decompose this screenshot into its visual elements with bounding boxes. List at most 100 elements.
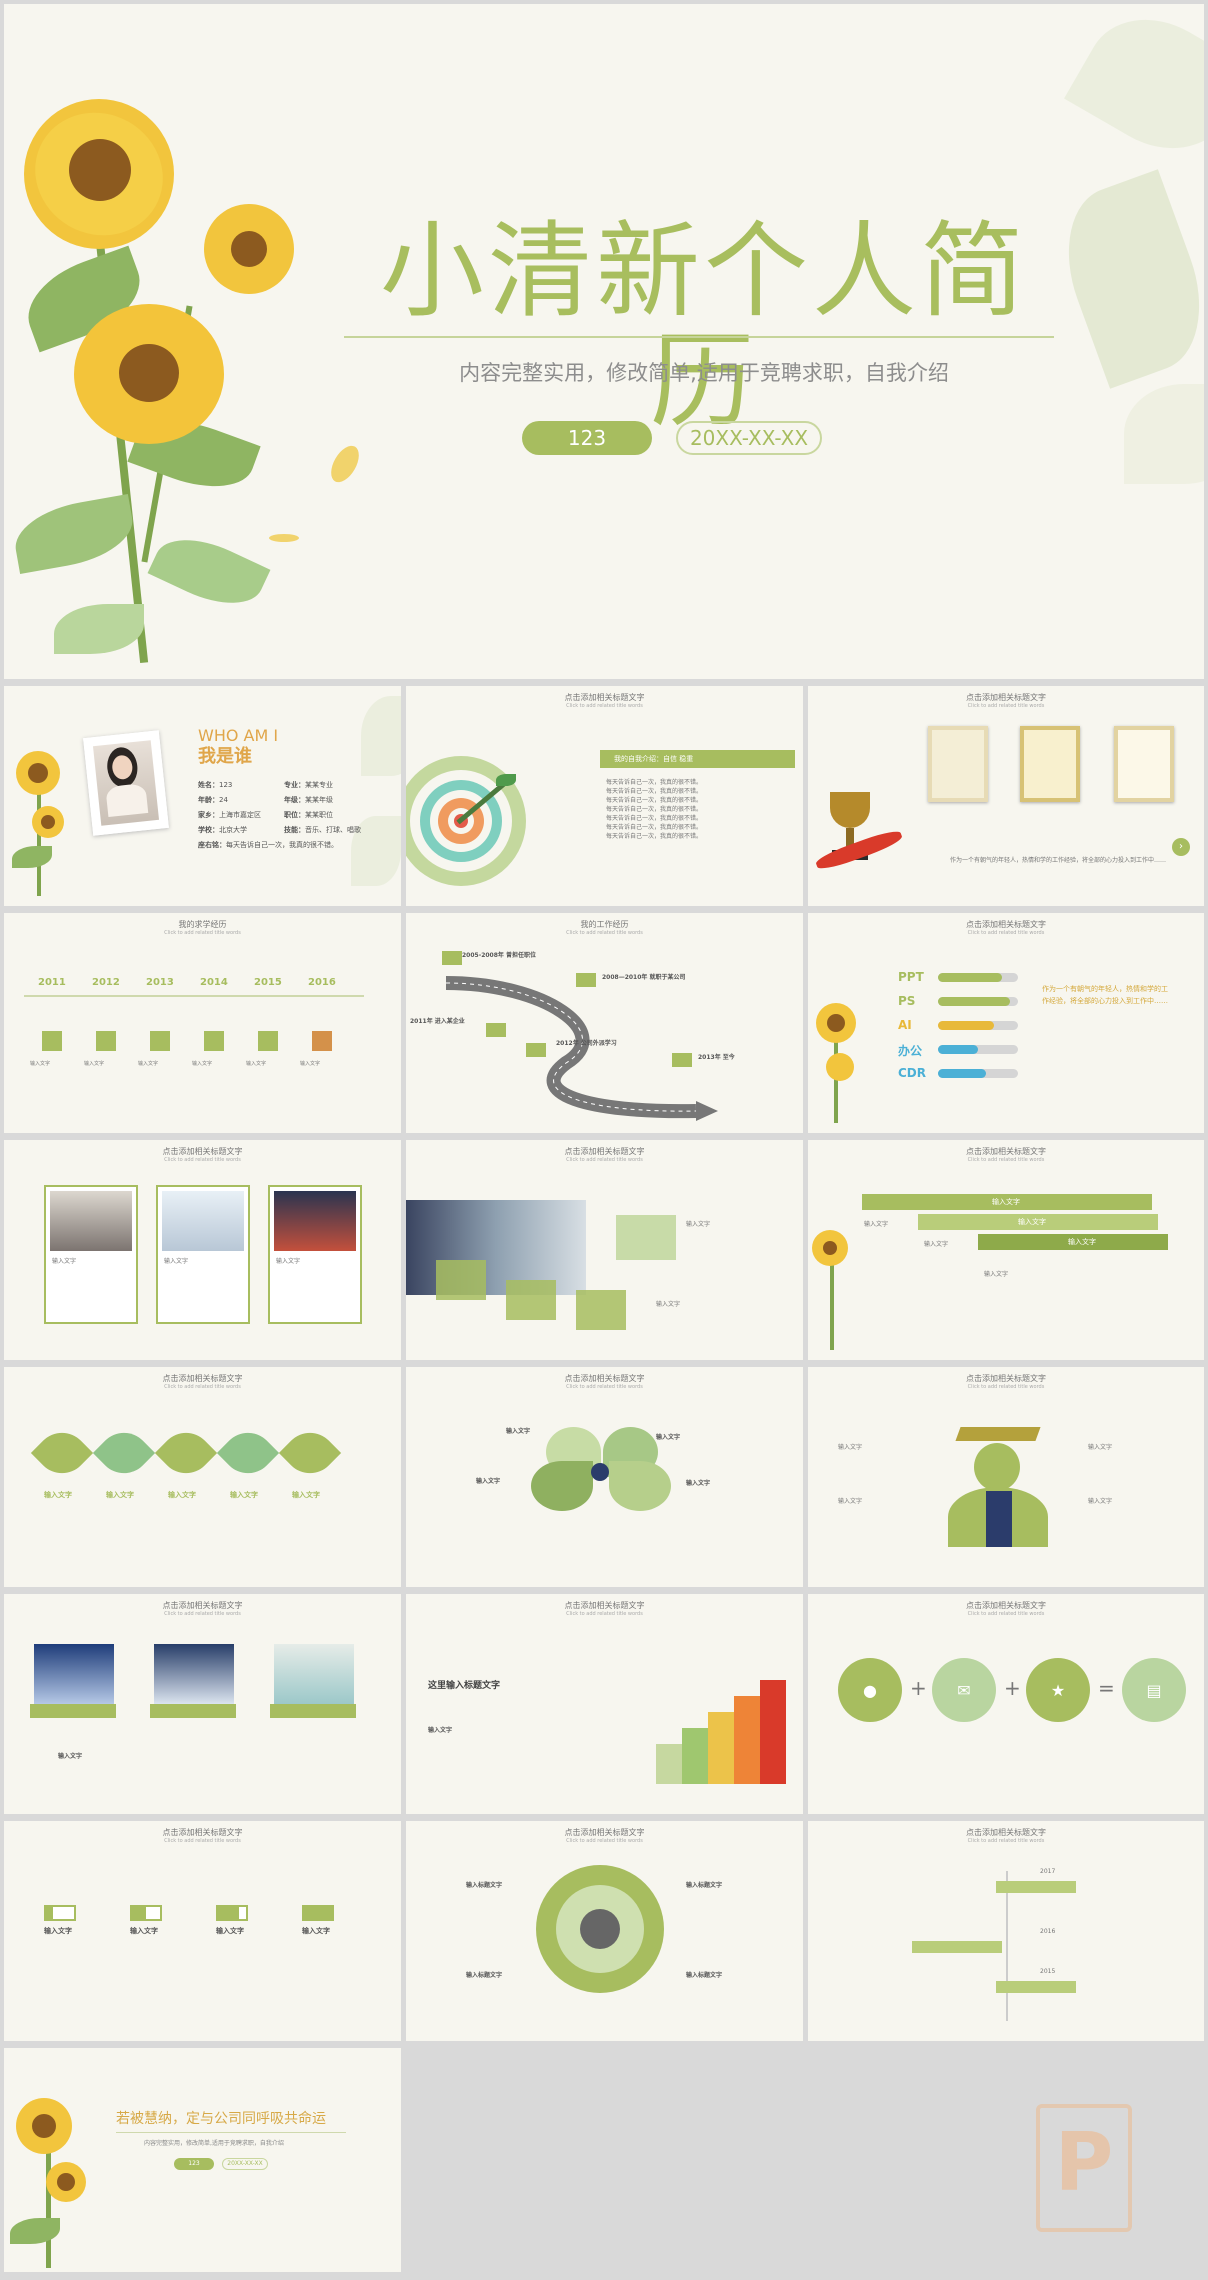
certificates-slide: 点击添加相关标题文字 Click to add related title wo… <box>808 686 1204 906</box>
battery-slide: 点击添加相关标题文字 Click to add related title wo… <box>4 1821 401 2041</box>
arrows-slide: 点击添加相关标题文字 Click to add related title wo… <box>808 1140 1204 1360</box>
intro-text: 每天告诉自己一次，我真的很不错。 每天告诉自己一次，我真的很不错。 每天告诉自己一次… <box>606 779 703 840</box>
watermark-logo: P <box>1036 2104 1132 2232</box>
timeline-year: 2011 <box>38 977 66 988</box>
leaf-label: 输入文字 <box>168 1491 196 1499</box>
battery-icon <box>44 1905 76 1921</box>
timeline-text: 输入文字 <box>30 1061 51 1067</box>
closing-date-pill: 20XX-XX-XX <box>222 2158 268 2170</box>
leaf-label: 输入文字 <box>44 1491 72 1499</box>
leaf-icon <box>30 1421 94 1485</box>
clover-diagram <box>531 1427 671 1517</box>
hero-date-pill: 20XX-XX-XX <box>676 421 822 455</box>
sunflower-illustration <box>4 4 365 679</box>
certificate-1 <box>928 726 988 802</box>
timeline-icon <box>150 1031 170 1051</box>
work-timeline-slide: 我的工作经历 Click to add related title words … <box>406 913 803 1133</box>
timeline-icon <box>42 1031 62 1051</box>
battery-label: 输入文字 <box>216 1927 244 1935</box>
trophy-icon: ★ <box>1026 1658 1090 1722</box>
skill-label: CDR <box>898 1066 927 1080</box>
photo-card-3: 输入文字 <box>268 1185 362 1324</box>
clover-slide: 点击添加相关标题文字 Click to add related title wo… <box>406 1367 803 1587</box>
growth-slide: 点击添加相关标题文字 Click to add related title wo… <box>406 1594 803 1814</box>
photos-slide: 点击添加相关标题文字 Click to add related title wo… <box>4 1140 401 1360</box>
hero-number-pill: 123 <box>522 421 652 455</box>
document-icon: ▤ <box>1122 1658 1186 1722</box>
timeline-icon <box>204 1031 224 1051</box>
timeline-icon <box>312 1031 332 1051</box>
skills-slide: 点击添加相关标题文字 Click to add related title wo… <box>808 913 1204 1133</box>
growth-steps <box>656 1674 796 1784</box>
timeline-year: 2012 <box>92 977 120 988</box>
certificate-2 <box>1020 726 1080 802</box>
photo-card-2: 输入文字 <box>156 1185 250 1324</box>
image-tile-3 <box>274 1644 354 1704</box>
small-sunflower <box>812 993 862 1123</box>
image-tile-2 <box>154 1644 234 1704</box>
skill-bar-fill <box>938 1069 986 1078</box>
target-slide: 点击添加相关标题文字 Click to add related title wo… <box>406 686 803 906</box>
about-slide: WHO AM I 我是谁 姓名：123 专业：某某专业 年龄：24 年级：某某年… <box>4 686 401 906</box>
battery-label: 输入文字 <box>44 1927 72 1935</box>
timeline-icon <box>96 1031 116 1051</box>
small-sunflower <box>12 746 72 896</box>
cycle-slide: 点击添加相关标题文字 Click to add related title wo… <box>406 1821 803 2041</box>
timeline-text: 输入文字 <box>192 1061 213 1067</box>
leaves-slide: 点击添加相关标题文字 Click to add related title wo… <box>4 1367 401 1587</box>
timeline-year: 2015 <box>254 977 282 988</box>
arrow-3: 输入文字 <box>978 1234 1168 1250</box>
battery-icon <box>302 1905 334 1921</box>
skill-bar-fill <box>938 1045 978 1054</box>
battery-icon <box>216 1905 248 1921</box>
skill-label: 办公 <box>898 1044 923 1058</box>
intro-banner: 我的自我介绍：自信 稳重 <box>600 750 795 768</box>
timeline-year: 2016 <box>308 977 336 988</box>
growth-title: 这里输入标题文字 <box>428 1681 501 1691</box>
timeline-icon <box>258 1031 278 1051</box>
cycle-diagram <box>536 1865 664 1993</box>
battery-icon <box>130 1905 162 1921</box>
arrow-2: 输入文字 <box>918 1214 1158 1230</box>
graduate-slide: 点击添加相关标题文字 Click to add related title wo… <box>808 1367 1204 1587</box>
about-eyebrow: WHO AM I <box>198 726 279 745</box>
next-arrow-icon[interactable]: › <box>1172 838 1190 856</box>
road-path <box>445 976 718 1121</box>
about-info: 姓名：123 专业：某某专业 年龄：24 年级：某某年级 家乡：上海市嘉定区 职… <box>198 781 361 849</box>
closing-title: 若被慧纳，定与公司同呼吸共命运 <box>116 2111 326 2127</box>
profile-photo <box>83 730 169 836</box>
closing-subtitle: 内容完整实用，修改简单,适用于竞聘求职，自我介绍 <box>144 2140 284 2147</box>
leaf-icon <box>92 1421 156 1485</box>
certificates-text: 作为一个有朝气的年轻人，热情和学的工作经验，将全部的心力投入到工作中…… <box>950 857 1167 864</box>
location-icon: ● <box>838 1658 902 1722</box>
leaf-icon <box>154 1421 218 1485</box>
leaf-icon <box>278 1421 342 1485</box>
battery-label: 输入文字 <box>130 1927 158 1935</box>
flag-icon <box>672 1053 692 1067</box>
timeline-text: 输入文字 <box>138 1061 159 1067</box>
formula-slide: 点击添加相关标题文字 Click to add related title wo… <box>808 1594 1204 1814</box>
photo-card-1: 输入文字 <box>44 1185 138 1324</box>
ribbon-timeline-slide: 点击添加相关标题文字 Click to add related title wo… <box>808 1821 1204 2041</box>
flag-icon <box>442 951 462 965</box>
leaf-label: 输入文字 <box>106 1491 134 1499</box>
foliage-decoration <box>1064 4 1204 174</box>
skill-bar-track <box>938 1045 1018 1054</box>
timeline-text: 输入文字 <box>300 1061 321 1067</box>
timeline-year: 2013 <box>146 977 174 988</box>
closing-slide: 若被慧纳，定与公司同呼吸共命运 内容完整实用，修改简单,适用于竞聘求职，自我介绍… <box>4 2048 401 2272</box>
hero-title: 小清新个人简历 <box>379 210 1028 442</box>
timeline-text: 输入文字 <box>246 1061 267 1067</box>
leaf-label: 输入文字 <box>230 1491 258 1499</box>
flag-icon <box>486 1023 506 1037</box>
trophy-icon <box>813 792 905 882</box>
small-sunflower <box>10 2088 90 2268</box>
mail-icon: ✉ <box>932 1658 996 1722</box>
closing-number-pill: 123 <box>174 2158 214 2170</box>
business-photo <box>406 1200 586 1295</box>
skill-label: PS <box>898 994 916 1008</box>
timeline-text: 输入文字 <box>84 1061 105 1067</box>
skill-label: PPT <box>898 970 924 984</box>
small-sunflower <box>812 1230 852 1350</box>
images-slide: 点击添加相关标题文字 Click to add related title wo… <box>4 1594 401 1814</box>
